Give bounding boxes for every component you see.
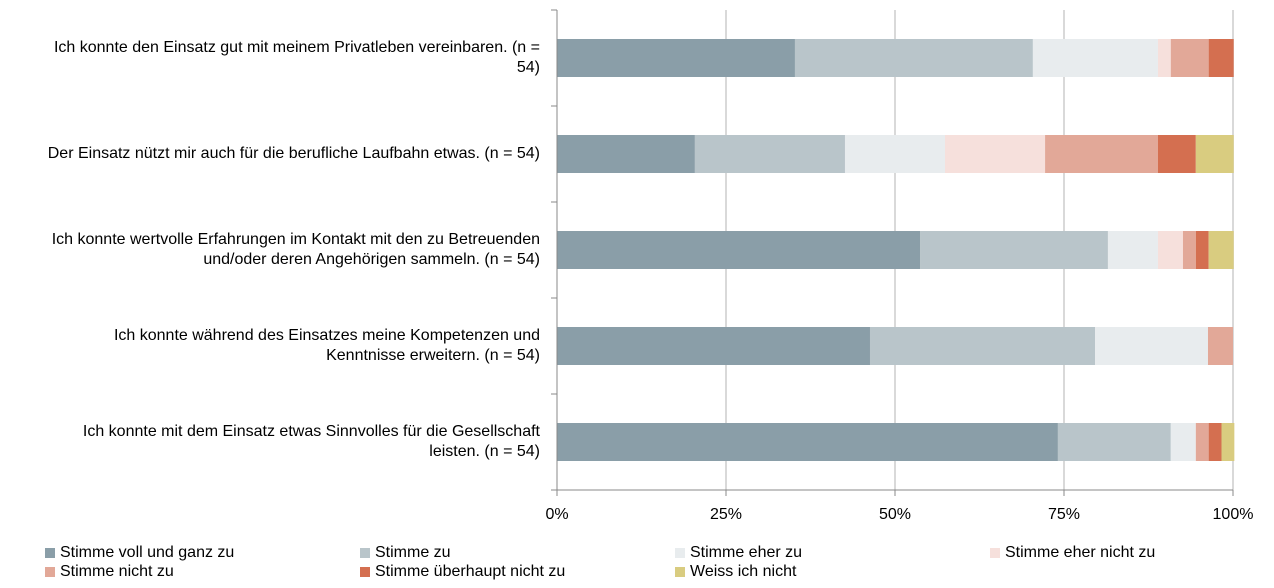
bar-segment (1208, 39, 1234, 77)
bar-segment (1107, 231, 1158, 269)
category-label: Ich konnte mit dem Einsatz etwas Sinnvol… (82, 423, 540, 460)
legend-swatch (45, 548, 55, 558)
bar-segment (1207, 327, 1233, 365)
category-label: Ich konnte wertvolle Erfahrungen im Kont… (51, 231, 540, 268)
bar-segment (557, 231, 921, 269)
category-label: Der Einsatz nützt mir auch für die beruf… (47, 145, 540, 162)
legend-label: Stimme eher nicht zu (1005, 544, 1155, 561)
bar-segment (1095, 327, 1208, 365)
x-tick-label: 25% (710, 506, 742, 523)
legend-swatch (360, 567, 370, 577)
bar-segment (557, 327, 870, 365)
bar-segment (1157, 39, 1171, 77)
x-tick-label: 0% (545, 506, 568, 523)
legend-label: Stimme nicht zu (60, 563, 174, 580)
x-tick-label: 50% (879, 506, 911, 523)
legend-swatch (360, 548, 370, 558)
bar-segment (1195, 231, 1209, 269)
legend-label: Stimme zu (375, 544, 451, 561)
bar-segment (1195, 135, 1234, 173)
bar-segment (1032, 39, 1158, 77)
legend-swatch (675, 548, 685, 558)
legend-swatch (675, 567, 685, 577)
bar-segment (945, 135, 1046, 173)
legend-swatch (45, 567, 55, 577)
bar-segment (1045, 135, 1158, 173)
bar-segment (557, 423, 1058, 461)
legend-label: Stimme überhaupt nicht zu (375, 563, 565, 580)
x-tick-label: 75% (1048, 506, 1080, 523)
bar-segment (1157, 135, 1196, 173)
bar-segment (1170, 423, 1196, 461)
bar-segment (1208, 423, 1222, 461)
bar-segment (1195, 423, 1209, 461)
legend-swatch (990, 548, 1000, 558)
bar-segment (920, 231, 1108, 269)
legend-label: Stimme voll und ganz zu (60, 544, 234, 561)
bar-segment (1182, 231, 1196, 269)
bar-segment (557, 135, 695, 173)
bar-segment (844, 135, 946, 173)
bar-segment (869, 327, 1096, 365)
category-label: Ich konnte während des Einsatzes meine K… (113, 327, 540, 364)
bar-segment (1221, 423, 1235, 461)
category-label: Ich konnte den Einsatz gut mit meinem Pr… (53, 39, 540, 76)
bar-segment (1170, 39, 1209, 77)
bar-segment (557, 39, 795, 77)
legend-label: Weiss ich nicht (690, 563, 797, 580)
bar-segment (1057, 423, 1171, 461)
x-tick-label: 100% (1213, 506, 1254, 523)
bar-segment (1208, 231, 1234, 269)
bar-segment (794, 39, 1033, 77)
legend-label: Stimme eher zu (690, 544, 802, 561)
bar-segment (1157, 231, 1183, 269)
bar-segment (694, 135, 845, 173)
